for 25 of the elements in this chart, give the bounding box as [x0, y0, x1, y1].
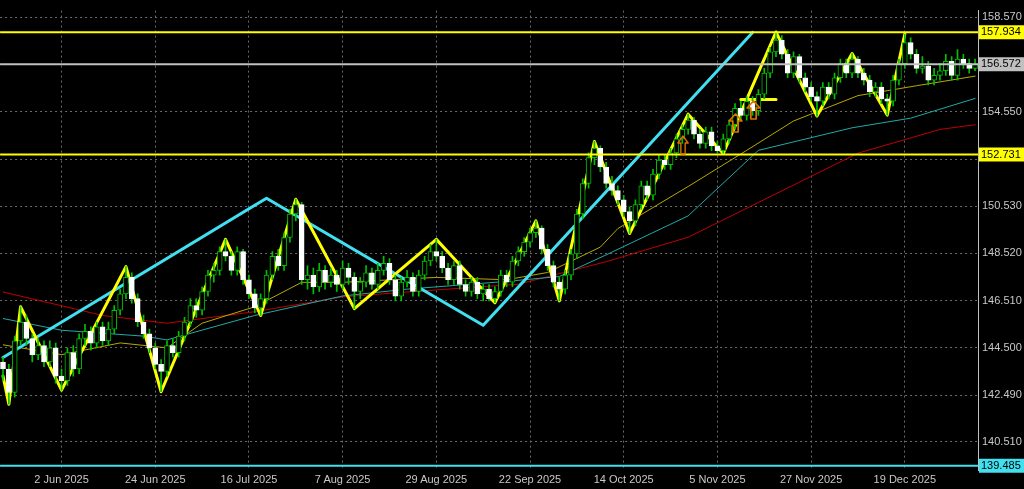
y-tick-label: 154.550 [982, 104, 1022, 117]
y-tick-label: 146.510 [982, 293, 1022, 306]
y-tick-label: 144.500 [982, 340, 1022, 353]
candlestick [158, 359, 164, 393]
ref-line-label: 157.934 [981, 25, 1021, 38]
y-tick-label: 158.570 [982, 10, 1022, 23]
y-tick-label: 140.510 [982, 434, 1022, 447]
x-tick-label: 2 Jun 2025 [34, 472, 89, 485]
x-tick-label: 29 Aug 2025 [405, 472, 468, 485]
x-tick-label: 5 Nov 2025 [689, 472, 746, 485]
x-tick-label: 27 Nov 2025 [779, 472, 843, 485]
ref-line-label: 139.485 [981, 458, 1021, 471]
y-tick-label: 150.530 [982, 199, 1022, 212]
x-tick-label: 24 Jun 2025 [124, 472, 186, 485]
x-tick-label: 7 Aug 2025 [314, 472, 371, 485]
candlestick [884, 93, 891, 116]
ref-line-label: 156.572 [981, 57, 1021, 70]
x-tick-label: 14 Oct 2025 [593, 472, 654, 485]
x-tick-label: 19 Dec 2025 [873, 472, 936, 485]
ref-line-label: 152.731 [981, 147, 1021, 160]
candlestick [533, 220, 539, 238]
y-tick-label: 142.490 [982, 388, 1022, 401]
x-tick-label: 16 Jul 2025 [220, 472, 278, 485]
x-tick-label: 22 Sep 2025 [498, 472, 562, 485]
y-tick-label: 148.520 [982, 246, 1022, 259]
